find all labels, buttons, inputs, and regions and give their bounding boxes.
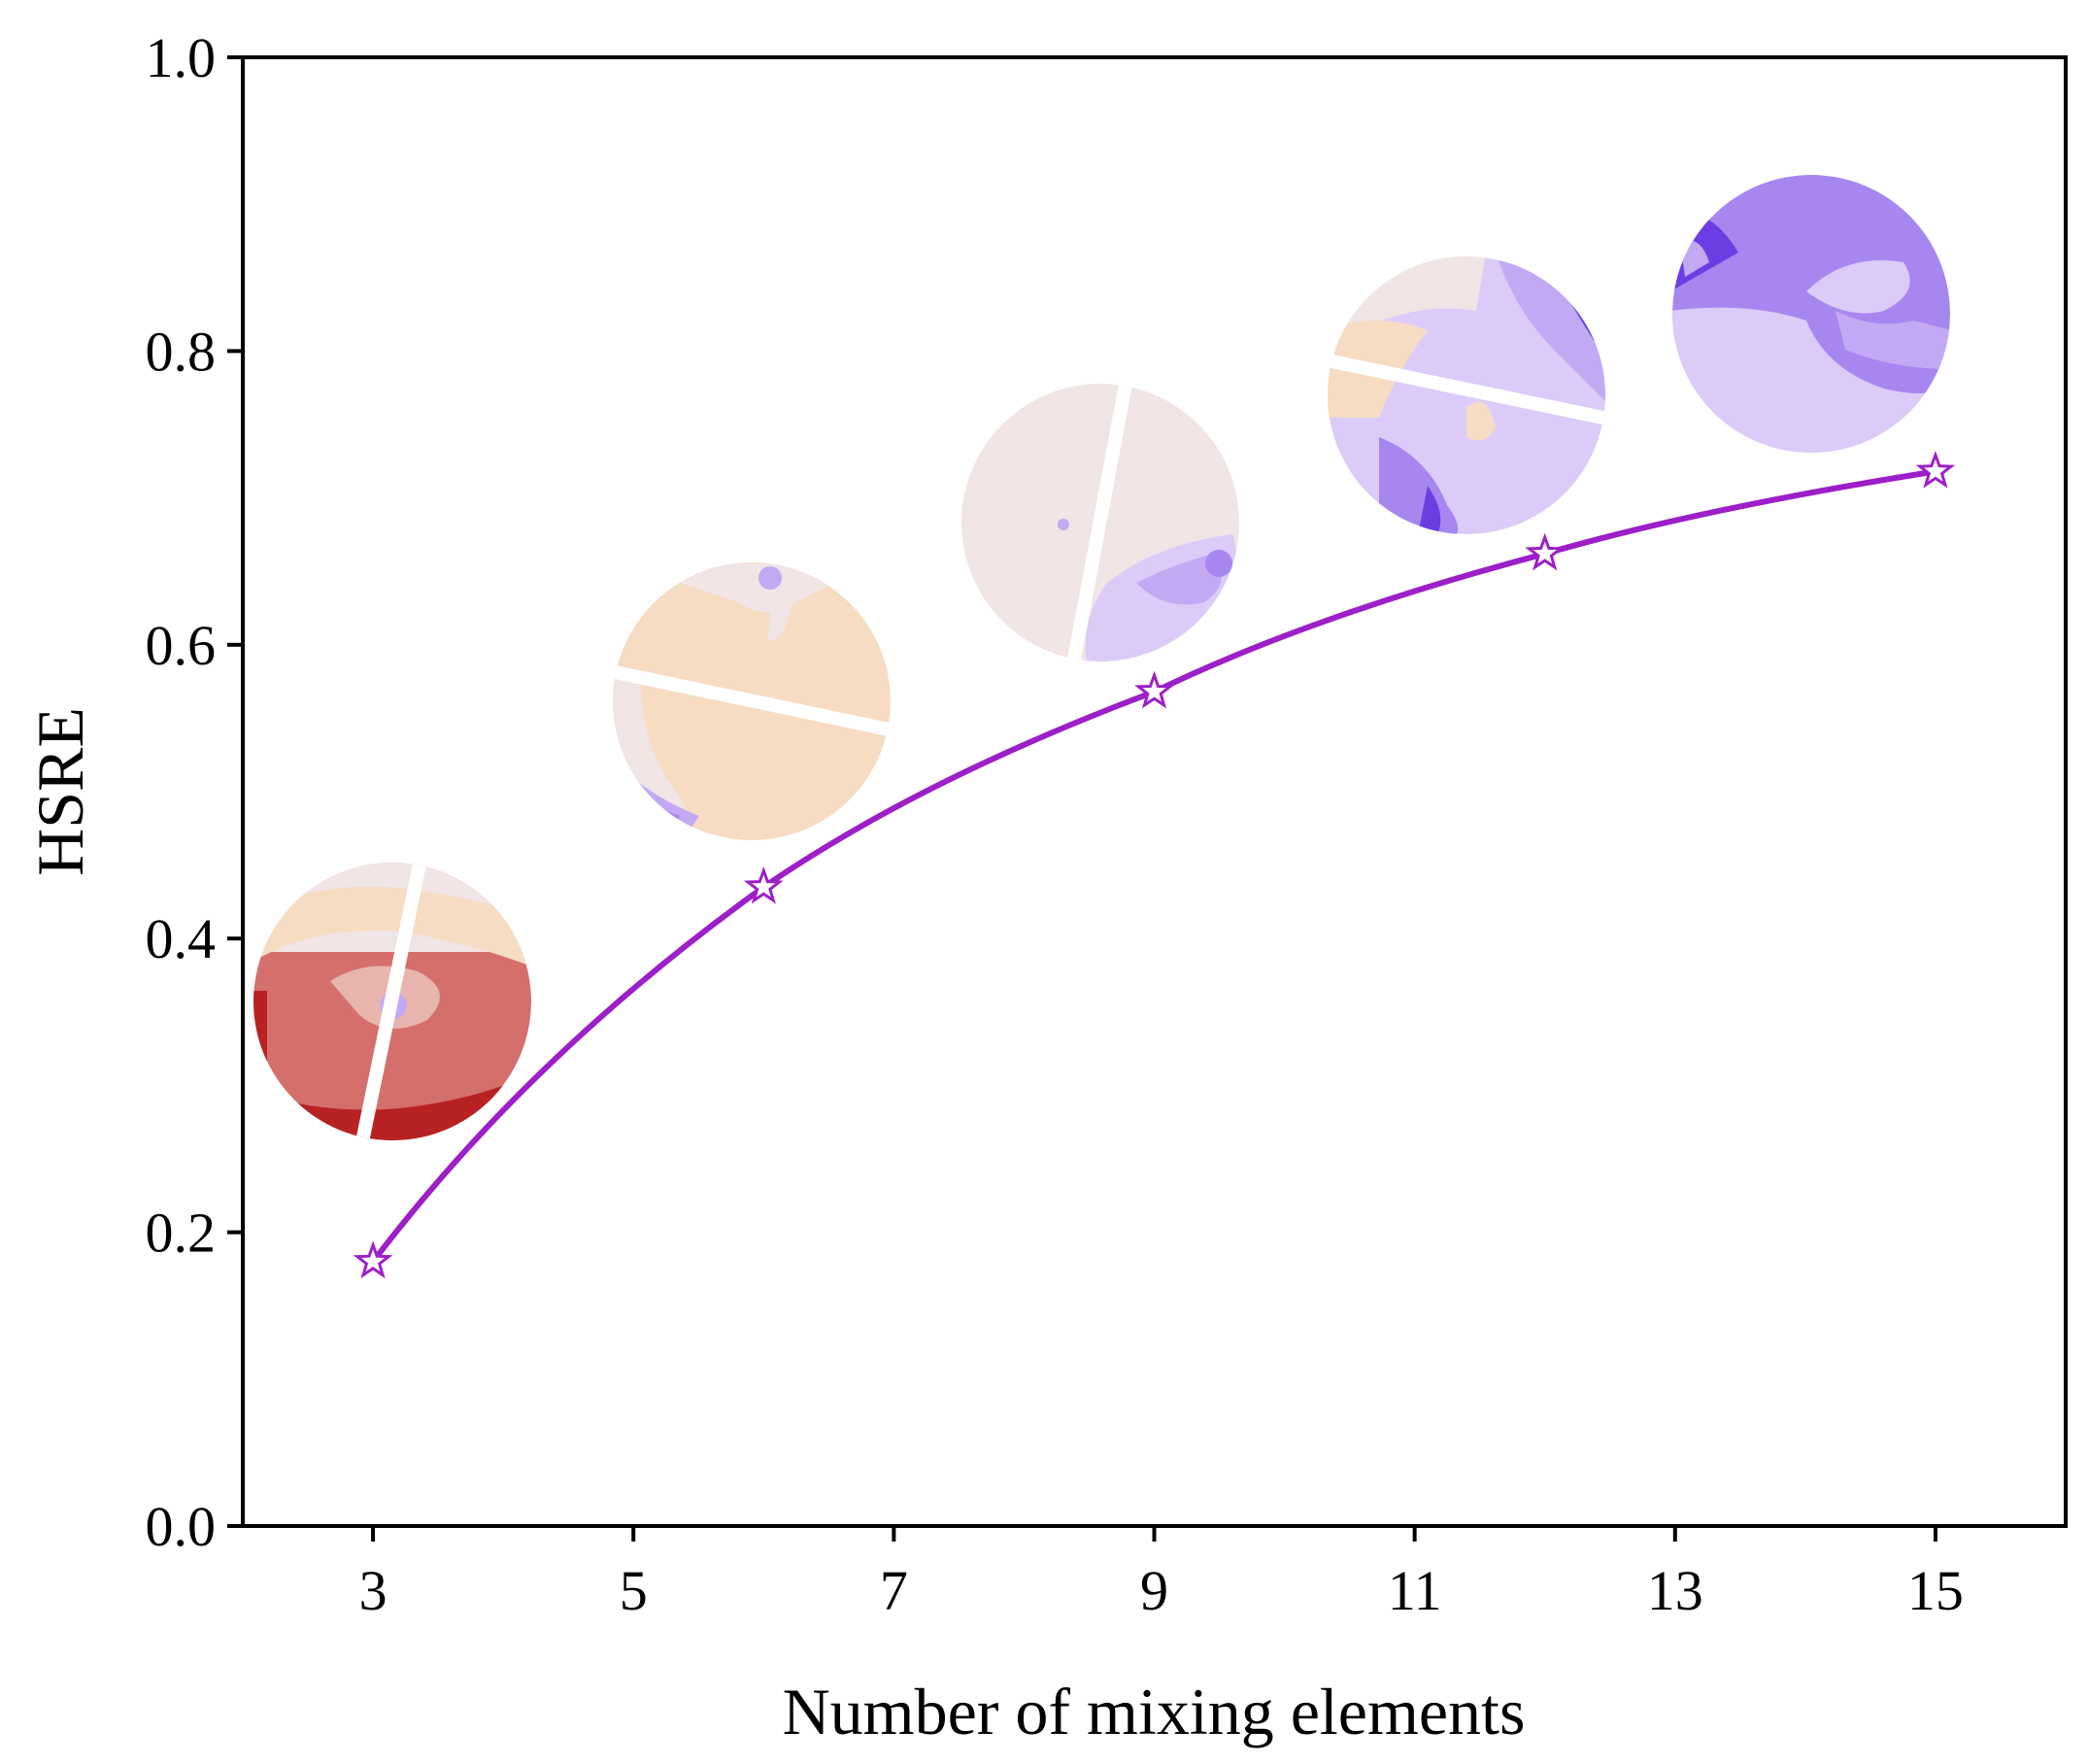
data-point-star bbox=[353, 1240, 393, 1279]
x-tick-label: 11 bbox=[1388, 1559, 1442, 1622]
y-axis-title: HSRE bbox=[23, 707, 97, 876]
cross-section-9 bbox=[961, 384, 1239, 662]
y-tick-label: 0.6 bbox=[146, 614, 217, 677]
y-tick-label: 0.0 bbox=[146, 1495, 217, 1558]
y-tick-label: 0.4 bbox=[146, 907, 217, 970]
x-tick-label: 13 bbox=[1647, 1559, 1703, 1622]
y-axis-ticks: 0.0 0.2 0.4 0.6 0.8 1.0 bbox=[146, 26, 243, 1558]
x-axis-title: Number of mixing elements bbox=[783, 1675, 1526, 1748]
data-point-star bbox=[1525, 532, 1566, 571]
x-axis-ticks: 3 5 7 9 11 13 15 bbox=[359, 1526, 1964, 1622]
x-tick-label: 15 bbox=[1907, 1559, 1964, 1622]
cross-section-12 bbox=[1328, 256, 1605, 534]
x-tick-label: 3 bbox=[359, 1559, 387, 1622]
y-tick-label: 0.8 bbox=[146, 320, 217, 383]
data-point-star bbox=[1134, 670, 1174, 709]
cross-section-6 bbox=[613, 562, 891, 840]
data-point-star bbox=[743, 865, 784, 904]
y-tick-label: 1.0 bbox=[146, 26, 217, 89]
inset-images bbox=[253, 175, 1950, 1140]
x-tick-label: 7 bbox=[880, 1559, 908, 1622]
x-tick-label: 9 bbox=[1140, 1559, 1168, 1622]
cross-section-3 bbox=[253, 863, 531, 1140]
series-layer bbox=[353, 451, 1956, 1279]
series-line bbox=[370, 468, 1937, 1264]
cross-section-15 bbox=[1672, 175, 1950, 453]
x-tick-label: 5 bbox=[620, 1559, 648, 1622]
y-tick-label: 0.2 bbox=[146, 1202, 217, 1265]
data-point-star bbox=[1915, 451, 1956, 489]
